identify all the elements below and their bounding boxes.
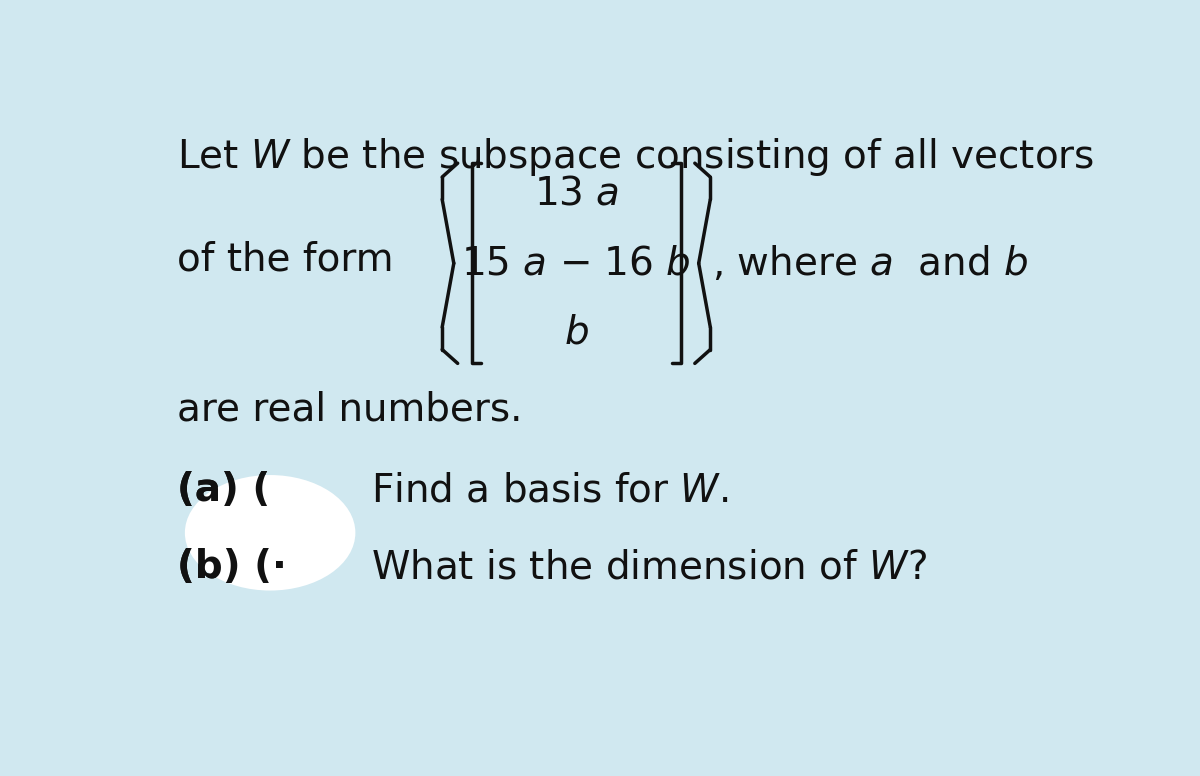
Text: (b) (·: (b) (· [178,548,287,586]
Text: Find a basis for $W$.: Find a basis for $W$. [371,471,728,509]
Text: What is the dimension of $W$?: What is the dimension of $W$? [371,548,926,586]
Text: 13 $a$: 13 $a$ [534,175,619,213]
Text: (a) (: (a) ( [178,471,270,509]
Text: (a) (: (a) ( [178,471,270,509]
Text: Let $W$ be the subspace consisting of all vectors: Let $W$ be the subspace consisting of al… [178,137,1094,178]
Text: of the form: of the form [178,241,394,279]
Text: are real numbers.: are real numbers. [178,390,523,428]
Text: 15 $a$ − 16 $b$: 15 $a$ − 16 $b$ [462,244,691,282]
Ellipse shape [185,475,355,591]
Text: , where $a$  and $b$: , where $a$ and $b$ [712,244,1028,282]
Text: $b$: $b$ [564,314,589,352]
Text: (b) (·: (b) (· [178,548,287,586]
